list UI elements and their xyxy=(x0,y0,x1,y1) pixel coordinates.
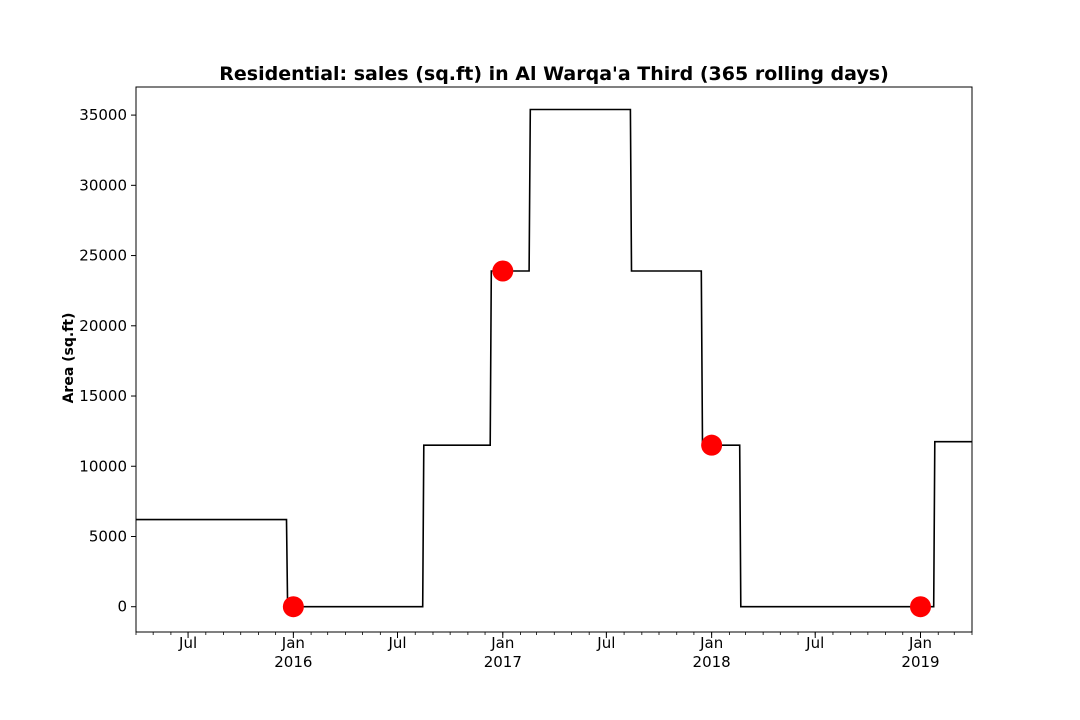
y-tick-label: 0 xyxy=(117,598,127,616)
y-tick-label: 20000 xyxy=(79,317,127,335)
data-point-marker xyxy=(492,260,514,282)
y-tick-label: 15000 xyxy=(79,387,127,405)
x-tick-label: Jan xyxy=(490,634,514,652)
x-tick-label: Jan xyxy=(699,634,723,652)
plot-area: 0 5000 10000 15000 20000 25000 30000 35000 Jul Ja… xyxy=(79,86,973,671)
y-tick-label: 25000 xyxy=(79,247,127,265)
x-tick-label: Jul xyxy=(178,634,197,652)
y-tick-label: 30000 xyxy=(79,176,127,194)
x-tick-label: 2017 xyxy=(484,653,522,671)
y-axis-label: Area (sq.ft) xyxy=(61,313,77,404)
x-tick-label: Jan xyxy=(281,634,305,652)
x-tick-label: 2016 xyxy=(274,653,312,671)
y-tick-label: 35000 xyxy=(79,106,127,124)
x-tick-label: Jan xyxy=(908,634,932,652)
data-point-marker xyxy=(282,596,304,618)
x-tick-label: 2018 xyxy=(693,653,731,671)
y-tick-label: 5000 xyxy=(89,527,127,545)
data-point-marker xyxy=(910,596,932,618)
chart-title: Residential: sales (sq.ft) in Al Warqa'a… xyxy=(219,63,889,85)
x-tick-label: Jul xyxy=(805,634,824,652)
plot-frame xyxy=(135,86,973,633)
y-tick-label: 10000 xyxy=(79,457,127,475)
x-tick-label: Jul xyxy=(596,634,615,652)
series-line xyxy=(136,108,972,608)
x-tick-label: Jul xyxy=(387,634,406,652)
x-tick-label: 2019 xyxy=(901,653,939,671)
data-point-marker xyxy=(701,434,723,456)
